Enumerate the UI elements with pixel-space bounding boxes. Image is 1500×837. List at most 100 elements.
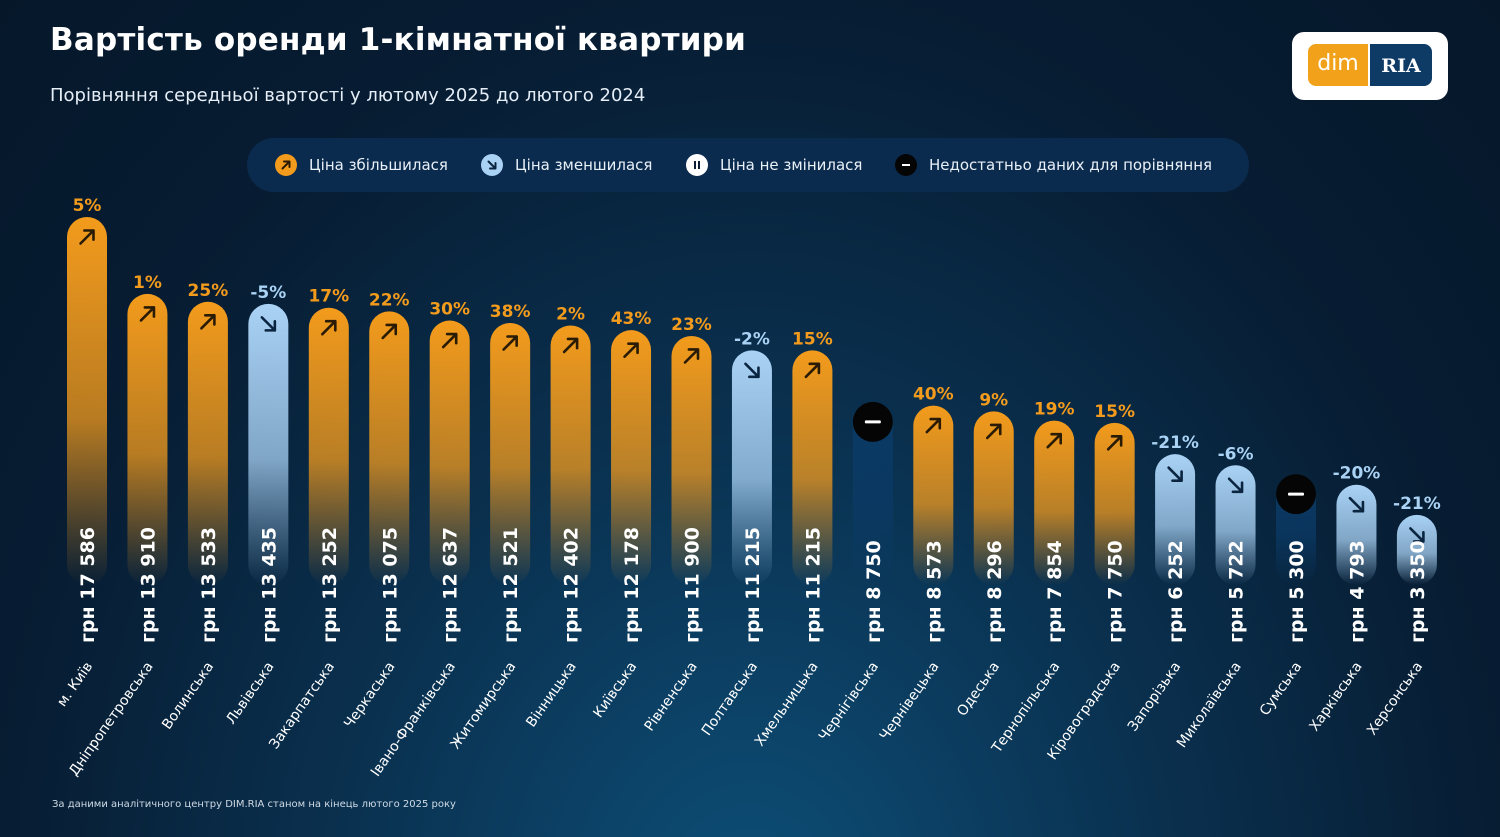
change-label: -20% — [1333, 464, 1381, 484]
arrow-down-icon — [1227, 477, 1244, 494]
change-label: 38% — [490, 302, 531, 322]
bar-6 — [369, 311, 410, 585]
bar-20 — [1215, 465, 1256, 585]
bar-3 — [187, 301, 228, 585]
value-label: грн 12 521 — [500, 527, 522, 643]
bar-1 — [67, 217, 107, 585]
bar-2 — [127, 293, 168, 585]
arrow-up-icon — [139, 306, 156, 322]
legend-item-unchanged: Ціна не змінилася — [686, 138, 862, 192]
arrow-up-icon — [1106, 435, 1123, 451]
category-label: Хмельницька — [752, 659, 822, 749]
change-label: 22% — [369, 290, 410, 310]
bar-7 — [429, 320, 470, 585]
arrow-up-icon — [804, 362, 821, 379]
bar-4 — [248, 303, 289, 585]
legend-label: Ціна збільшилася — [309, 156, 448, 174]
category-label: Вінницька — [523, 659, 580, 730]
value-label: грн 12 178 — [621, 527, 643, 643]
change-label: 19% — [1034, 400, 1075, 420]
change-label: 30% — [429, 300, 470, 320]
bar-14 — [852, 401, 893, 585]
change-label: -2% — [734, 329, 770, 349]
value-label: грн 13 075 — [379, 527, 401, 643]
bar-8 — [490, 322, 531, 585]
bar-12 — [731, 350, 772, 585]
logo-ria-part: RIA — [1370, 44, 1432, 86]
bar-5 — [308, 307, 349, 585]
value-label: грн 8 296 — [984, 540, 1006, 643]
pause-icon — [686, 154, 708, 176]
value-label: грн 5 300 — [1286, 540, 1308, 643]
value-label: грн 13 252 — [319, 527, 341, 643]
value-label: грн 13 910 — [137, 527, 159, 643]
change-label: 9% — [979, 390, 1008, 410]
category-label: Львівська — [223, 659, 277, 727]
value-label: грн 3 350 — [1407, 540, 1429, 643]
value-label: грн 7 750 — [1105, 540, 1127, 643]
chart-subtitle: Порівняння середньої вартості у лютому 2… — [50, 85, 646, 106]
value-label: грн 11 900 — [682, 527, 704, 643]
category-label: Херсонська — [1364, 659, 1426, 738]
change-label: 2% — [556, 304, 585, 324]
arrow-down-icon — [260, 316, 277, 332]
legend-item-increase: Ціна збільшилася — [275, 138, 448, 192]
category-label: Сумська — [1257, 659, 1305, 719]
arrow-up-icon — [321, 319, 337, 336]
value-label: грн 5 722 — [1226, 540, 1248, 643]
arrow-up-icon — [502, 335, 518, 351]
bar-11 — [671, 335, 712, 585]
value-label: грн 12 402 — [561, 527, 583, 643]
value-label: грн 7 854 — [1044, 540, 1066, 643]
bar-22 — [1336, 484, 1377, 585]
value-label: грн 17 586 — [77, 527, 99, 643]
value-label: грн 8 573 — [923, 540, 945, 643]
minus-icon — [852, 401, 893, 442]
arrow-up-icon — [925, 417, 942, 434]
arrow-down-icon — [1167, 466, 1183, 482]
bar-13 — [792, 350, 833, 585]
legend-item-decrease: Ціна зменшилася — [481, 138, 652, 192]
arrow-up-icon — [79, 229, 95, 245]
change-label: -6% — [1218, 444, 1254, 464]
category-label: Київська — [590, 659, 640, 721]
change-label: 43% — [611, 309, 652, 329]
category-label: Запорізька — [1125, 659, 1184, 734]
legend-label: Ціна не змінилася — [720, 156, 863, 174]
value-label: грн 13 435 — [258, 527, 280, 643]
arrow-up-icon — [623, 342, 639, 358]
change-label: 1% — [133, 273, 162, 293]
legend-label: Ціна зменшилася — [515, 156, 653, 174]
change-label: -21% — [1393, 494, 1441, 514]
arrow-up-icon — [441, 332, 458, 349]
bar-16 — [973, 411, 1014, 585]
category-label: Чернігівська — [816, 659, 882, 744]
value-label: грн 13 533 — [198, 527, 220, 643]
category-label: м. Київ — [54, 659, 96, 710]
legend-label: Недостатньо даних для порівняння — [929, 156, 1213, 174]
minus-icon — [1276, 474, 1316, 515]
minus-icon — [895, 154, 917, 176]
change-label: -21% — [1151, 433, 1199, 453]
value-label: грн 4 793 — [1346, 540, 1368, 643]
change-label: 15% — [1094, 402, 1135, 422]
category-label: Чернівецька — [877, 659, 943, 743]
change-label: -5% — [250, 283, 286, 303]
change-label: 5% — [73, 196, 102, 216]
value-label: грн 8 750 — [863, 540, 885, 643]
bar-18 — [1094, 422, 1135, 585]
arrow-down-icon — [744, 362, 760, 379]
bar-19 — [1155, 454, 1196, 585]
change-label: 25% — [188, 281, 229, 301]
category-label: Полтавська — [699, 659, 761, 739]
footnote: За даними аналітичного центру DIM.RIA ст… — [52, 799, 456, 810]
legend: Ціна збільшилася Ціна зменшилася Ціна не… — [247, 138, 1249, 192]
value-label: грн 11 215 — [742, 527, 764, 643]
arrow-down-icon — [1409, 527, 1425, 543]
bar-23 — [1396, 514, 1437, 585]
bar-9 — [550, 325, 591, 585]
arrow-up-icon — [1046, 432, 1062, 449]
dimria-logo[interactable]: dim RIA — [1292, 32, 1448, 100]
category-label: Миколаївська — [1174, 659, 1245, 751]
